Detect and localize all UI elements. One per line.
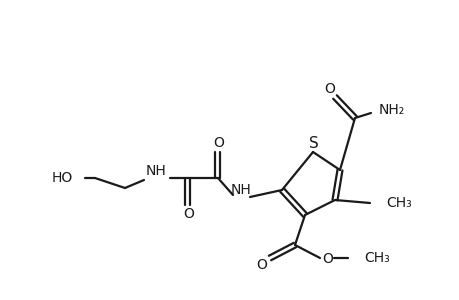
Text: CH₃: CH₃	[363, 251, 389, 265]
Text: NH: NH	[146, 164, 166, 178]
Text: NH₂: NH₂	[378, 103, 404, 117]
Text: HO: HO	[51, 171, 73, 185]
Text: O: O	[256, 258, 267, 272]
Text: NH: NH	[230, 183, 251, 197]
Text: CH₃: CH₃	[385, 196, 411, 210]
Text: S: S	[308, 136, 318, 152]
Text: O: O	[213, 136, 224, 150]
Text: O: O	[183, 207, 194, 221]
Text: O: O	[322, 252, 333, 266]
Text: O: O	[324, 82, 335, 96]
